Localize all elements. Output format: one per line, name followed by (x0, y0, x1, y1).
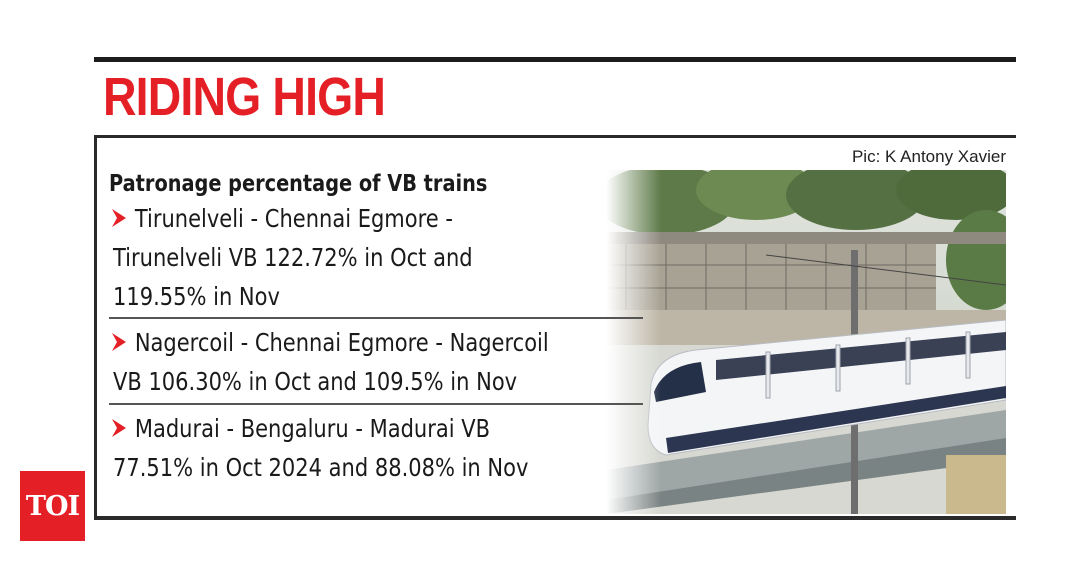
headline: RIDING HIGH (103, 67, 386, 127)
item-separator (109, 317, 643, 319)
red-chevron-arrow-icon (112, 333, 126, 351)
item-line: 119.55% in Nov (113, 282, 280, 311)
item-line: VB 106.30% in Oct and 109.5% in Nov (113, 367, 518, 396)
red-chevron-arrow-icon (112, 209, 126, 227)
item-text: Madurai - Bengaluru - Madurai VB 77.51% … (113, 409, 528, 487)
item-line: 77.51% in Oct 2024 and 88.08% in Nov (113, 453, 529, 482)
item-separator (109, 403, 643, 405)
train-photo (606, 170, 1006, 514)
item-line: Tirunelveli - Chennai Egmore - (134, 204, 453, 233)
box-bottom-border (94, 516, 1016, 520)
subtitle: Patronage percentage of VB trains (109, 171, 488, 197)
photo-credit: Pic: K Antony Xavier (851, 147, 1006, 166)
box-left-border (94, 135, 97, 520)
red-chevron-arrow-icon (112, 419, 126, 437)
toi-logo: TOI (20, 471, 85, 541)
item-line: Tirunelveli VB 122.72% in Oct and (113, 243, 473, 272)
item-line: Madurai - Bengaluru - Madurai VB (134, 414, 491, 443)
top-rule (94, 57, 1016, 62)
item-line: Nagercoil - Chennai Egmore - Nagercoil (134, 328, 549, 357)
item-text: Nagercoil - Chennai Egmore - Nagercoil V… (113, 323, 549, 401)
item-text: Tirunelveli - Chennai Egmore - Tirunelve… (113, 199, 473, 316)
box-top-border (94, 135, 1016, 138)
